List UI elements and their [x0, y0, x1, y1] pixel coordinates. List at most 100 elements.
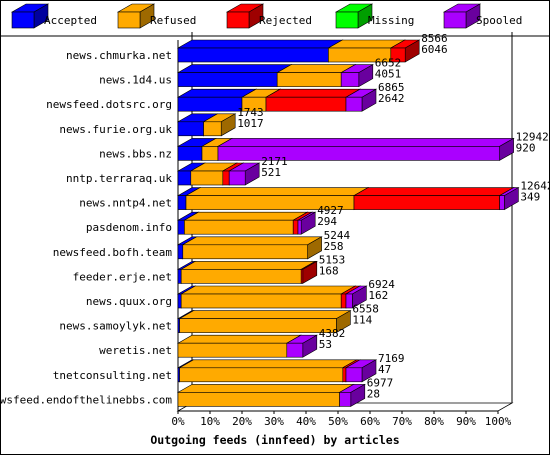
x-axis-title: Outgoing feeds (innfeed) by articles	[150, 433, 399, 447]
bar-segment-accepted-front	[177, 244, 184, 260]
bar-segment-accepted-front	[177, 170, 192, 186]
offered-count: 12942	[516, 130, 549, 143]
bar-segment-accepted-front	[177, 293, 182, 309]
x-tick-label: 90%	[456, 415, 476, 428]
bar-segment-accepted-top	[176, 64, 293, 73]
offered-count: 6977	[367, 376, 394, 389]
bar-segment-spooled	[296, 211, 317, 235]
x-tick-label: 50%	[328, 415, 348, 428]
legend-swatch-rejected-front	[226, 11, 250, 29]
bar-segment-refused-top	[181, 236, 323, 246]
offered-count: 6652	[375, 57, 402, 70]
x-tick-label: 20%	[232, 415, 252, 428]
bar-segment-refused-top	[184, 187, 370, 196]
x-tick-label: 40%	[296, 415, 316, 428]
bar-segment-accepted	[176, 64, 293, 88]
bar-segment-refused	[178, 359, 358, 383]
legend-swatch-rejected	[225, 3, 265, 29]
row-label: newsfeed.bofh.team	[53, 246, 173, 259]
bar-segment-accepted-top	[176, 39, 344, 49]
bar-segment-spooled-front	[286, 342, 304, 358]
bar-row	[176, 260, 318, 284]
bar-segment-refused-front	[180, 293, 342, 309]
bar-segment-rejected	[352, 187, 515, 211]
bar-segment-spooled-top	[216, 138, 515, 147]
bar-segment-refused	[183, 211, 309, 235]
bar-segment-accepted-front	[177, 219, 185, 235]
bar-row	[176, 88, 378, 112]
row-label: feeder.erje.net	[73, 270, 172, 283]
legend-label-rejected: Rejected	[259, 14, 312, 27]
accepted-count: 168	[319, 264, 339, 277]
row-label: tnetconsulting.net	[53, 369, 172, 382]
bar-segment-refused-front	[180, 269, 302, 284]
accepted-count: 1017	[237, 117, 264, 130]
bar-segment-refused-top	[178, 310, 352, 319]
offered-count: 12642	[520, 180, 550, 193]
x-axis-ticks: 0% 10% 20% 30% 40% 50% 60% 70% 80% 90% 100%	[171, 411, 512, 428]
bar-segment-rejected-top	[352, 187, 515, 196]
legend-label-missing: Missing	[368, 14, 414, 27]
bar-segment-spooled	[344, 359, 378, 383]
bar-segment-refused-front	[203, 121, 222, 137]
offered-count: 7169	[378, 352, 405, 365]
legend-swatch-spooled	[442, 3, 482, 29]
offered-count: 5244	[324, 229, 351, 242]
bar-segment-refused	[202, 113, 237, 137]
accepted-count: 2642	[378, 92, 405, 105]
bar-segment-refused-front	[179, 318, 337, 333]
bar-row	[176, 162, 261, 186]
offered-count: 2171	[261, 155, 288, 168]
bar-segment-spooled	[228, 162, 261, 186]
bar-segment-accepted-front	[177, 195, 187, 210]
bar-segment-rejected-front	[340, 293, 347, 309]
bar-segment-refused-top	[176, 334, 302, 344]
offered-count: 4382	[319, 327, 346, 340]
x-tick-label: 80%	[424, 415, 444, 428]
row-label: newsfeed.dotsrc.org	[46, 98, 172, 111]
bar-segment-spooled-front	[345, 367, 363, 383]
legend-swatch-spooled-front	[443, 11, 467, 29]
bar-segment-refused-top	[183, 211, 309, 221]
offered-count: 5153	[319, 253, 346, 266]
bar-segment-refused-top	[176, 384, 355, 393]
legend-swatch-refused-front	[117, 11, 141, 29]
bar-segment-accepted	[176, 39, 344, 63]
row-label: news.samoylyk.net	[59, 320, 172, 333]
bar-segment-rejected-front	[292, 219, 299, 235]
bar-segment-refused	[176, 334, 302, 358]
bar-segment-refused-front	[190, 170, 224, 186]
row-label: news.1d4.us	[99, 74, 172, 87]
x-tick-label: 0%	[171, 415, 185, 428]
legend-swatch-missing	[334, 3, 374, 29]
bar-segment-spooled	[338, 383, 366, 407]
bar-segment-accepted-front	[177, 72, 278, 87]
bar-segment-rejected-top	[264, 88, 362, 98]
bar-segment-accepted-front	[177, 47, 329, 63]
bar-segment-rejected-front	[353, 195, 500, 210]
bar-segment-refused-front	[177, 392, 340, 407]
bar-segment-rejected-front	[390, 47, 406, 63]
bar-row	[176, 285, 368, 309]
bar-segment-accepted-front	[177, 121, 204, 137]
row-label: news.chmurka.net	[66, 49, 172, 62]
bar-segment-spooled-front	[499, 195, 505, 210]
x-tick-label: 100%	[485, 415, 512, 428]
bar-segment-spooled	[340, 64, 374, 88]
bar-row	[176, 359, 378, 383]
bar-segment-refused	[180, 285, 357, 309]
legend-swatch-refused	[116, 3, 156, 29]
bar-segment-spooled-front	[228, 170, 246, 186]
legend: Accepted Refused Rejected Missing Spooled	[10, 3, 522, 29]
row-label: nntp.terraraq.uk	[66, 172, 172, 185]
offered-count: 6924	[368, 278, 395, 291]
row-label: news.nntp4.net	[79, 197, 172, 210]
bar-segment-refused	[180, 260, 317, 284]
bar-row	[176, 137, 515, 161]
bar-segment-refused-top	[178, 359, 358, 369]
legend-swatch-accepted-front	[11, 11, 35, 29]
bar-row	[176, 310, 352, 334]
bar-segment-spooled	[498, 187, 520, 211]
bar-segment-rejected-front	[265, 96, 347, 112]
